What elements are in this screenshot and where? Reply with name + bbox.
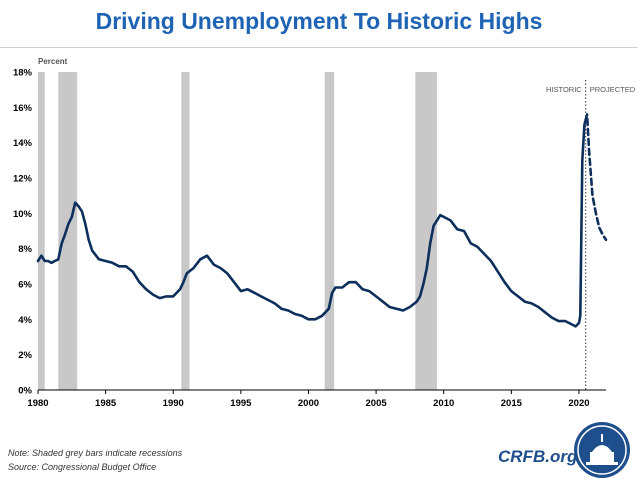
x-tick-label: 2015 (501, 398, 523, 409)
x-axis-ticks: 1980 1985 1990 1995 2000 2005 2010 2015 2020 (27, 390, 590, 409)
x-tick-label: 1990 (163, 398, 184, 409)
y-tick-label: 14% (13, 138, 33, 149)
chart-note: Note: Shaded grey bars indicate recessio… (8, 448, 183, 458)
recession-bar-3 (324, 72, 335, 390)
y-axis-ticks: 0% 2% 4% 6% 8% 10% 12% 14% 16% 18% (13, 68, 33, 397)
brand-logo-text[interactable]: CRFB.org (498, 447, 578, 466)
x-tick-label: 1980 (27, 398, 48, 409)
x-tick-label: 2010 (433, 398, 454, 409)
y-tick-label: 2% (18, 350, 32, 361)
recession-bar-0 (38, 72, 45, 390)
chart-title: Driving Unemployment To Historic Highs (95, 8, 543, 34)
unemployment-chart: 0%2%4%6%8%10%12%14%16%18% 1980 1985 1990 19… (13, 57, 636, 409)
x-tick-label: 1995 (230, 398, 252, 409)
historic-annotation: HISTORIC (546, 85, 582, 94)
projected-annotation: PROJECTED (590, 85, 636, 94)
y-tick-label: 8% (18, 244, 32, 255)
series-lines (36, 113, 608, 328)
y-tick-label: 18% (13, 68, 33, 79)
chart-source: Source: Congressional Budget Office (8, 462, 157, 472)
recession-bars (38, 72, 437, 390)
capitol-seal-icon (574, 422, 630, 478)
x-tick-label: 2020 (568, 398, 589, 409)
y-tick-label: 6% (18, 280, 32, 291)
y-tick-label: 4% (18, 315, 32, 326)
x-tick-label: 2005 (366, 398, 388, 409)
y-tick-label: 0% (18, 386, 32, 397)
y-tick-label: 12% (13, 174, 33, 185)
x-tick-label: 1985 (95, 398, 117, 409)
title-divider (0, 47, 638, 48)
series-line-dashed (584, 113, 608, 242)
y-tick-label: 10% (13, 209, 33, 220)
y-axis-label: Percent (38, 57, 68, 66)
recession-bar-1 (58, 72, 78, 390)
recession-bar-4 (415, 72, 437, 390)
recession-bar-2 (181, 72, 190, 390)
y-tick-label: 16% (13, 103, 33, 114)
series-line-solid (36, 118, 587, 328)
x-tick-label: 2000 (298, 398, 319, 409)
